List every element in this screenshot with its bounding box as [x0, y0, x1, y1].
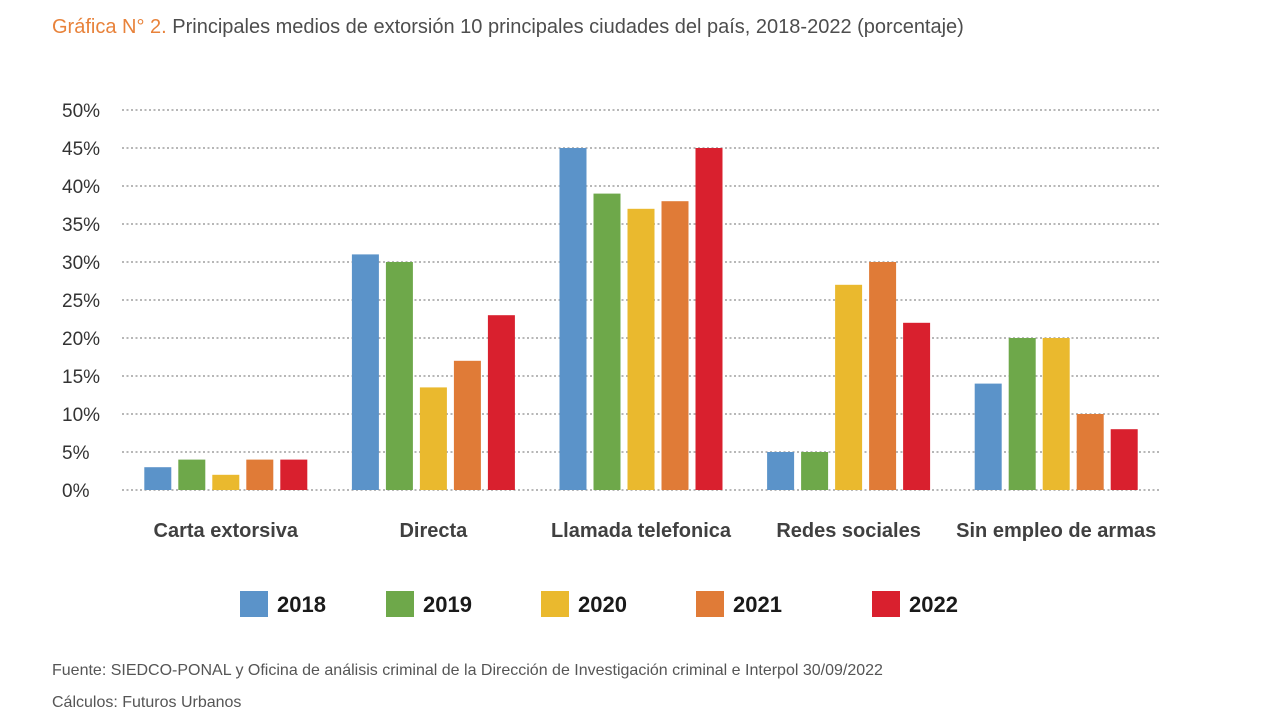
x-category-label: Directa [399, 520, 468, 542]
y-tick-label: 50% [62, 101, 100, 122]
bar [351, 254, 379, 490]
x-category-label: Redes sociales [776, 520, 921, 542]
bars [144, 148, 1138, 491]
bar [385, 262, 413, 490]
chart-title-text: Principales medios de extorsión 10 princ… [166, 16, 964, 38]
bar [487, 315, 515, 490]
legend-swatch [541, 591, 569, 617]
legend-swatch [240, 591, 268, 617]
x-axis-categories: Carta extorsiva Directa Llamada telefonica… [154, 520, 1157, 542]
y-tick-label: 45% [62, 139, 100, 160]
bar [212, 474, 240, 490]
bar [767, 452, 795, 490]
legend-label: 2018 [277, 592, 326, 617]
x-category-label: Llamada telefonica [551, 520, 732, 542]
bar [178, 459, 206, 490]
y-tick-label: 30% [62, 253, 100, 274]
y-tick-label: 40% [62, 177, 100, 198]
bar [453, 360, 481, 490]
bar [593, 193, 621, 490]
y-tick-label: 0% [62, 481, 90, 502]
bar [869, 262, 897, 490]
legend-label: 2021 [733, 592, 782, 617]
chart-title-prefix: Gráfica N° 2. [52, 16, 167, 38]
bar [1042, 338, 1070, 490]
y-tick-label: 20% [62, 329, 100, 350]
bar [1076, 414, 1104, 490]
bar [627, 208, 655, 491]
x-category-label: Sin empleo de armas [956, 520, 1156, 542]
legend-swatch [386, 591, 414, 617]
bar [419, 387, 447, 490]
bar [246, 459, 274, 490]
bar [835, 284, 863, 490]
bar [695, 148, 723, 490]
bar [903, 322, 931, 490]
bar-chart: 0% 5% 10% 15% 20% 25% 30% 35% 40% 45% 50% Carta ex… [62, 101, 1160, 617]
bar [144, 467, 172, 490]
bar [974, 383, 1002, 490]
source-note: Fuente: SIEDCO-PONAL y Oficina de anális… [52, 662, 883, 679]
legend-label: 2020 [578, 592, 627, 617]
legend-swatch [872, 591, 900, 617]
x-category-label: Carta extorsiva [154, 520, 299, 542]
bar [280, 459, 308, 490]
chart-title: Gráfica N° 2. Principales medios de exto… [52, 16, 964, 39]
y-tick-label: 25% [62, 291, 100, 312]
y-tick-label: 35% [62, 215, 100, 236]
bar [661, 201, 689, 490]
calc-note: Cálculos: Futuros Urbanos [52, 694, 242, 711]
legend: 2018 2019 2020 2021 2022 [240, 591, 958, 617]
legend-label: 2022 [909, 592, 958, 617]
y-tick-label: 15% [62, 367, 100, 388]
y-tick-label: 10% [62, 405, 100, 426]
bar [1110, 429, 1138, 490]
legend-swatch [696, 591, 724, 617]
y-axis-ticks: 0% 5% 10% 15% 20% 25% 30% 35% 40% 45% 50% [62, 101, 100, 502]
bar [801, 452, 829, 490]
y-tick-label: 5% [62, 443, 90, 464]
bar [559, 148, 587, 490]
bar [1008, 338, 1036, 490]
legend-label: 2019 [423, 592, 472, 617]
